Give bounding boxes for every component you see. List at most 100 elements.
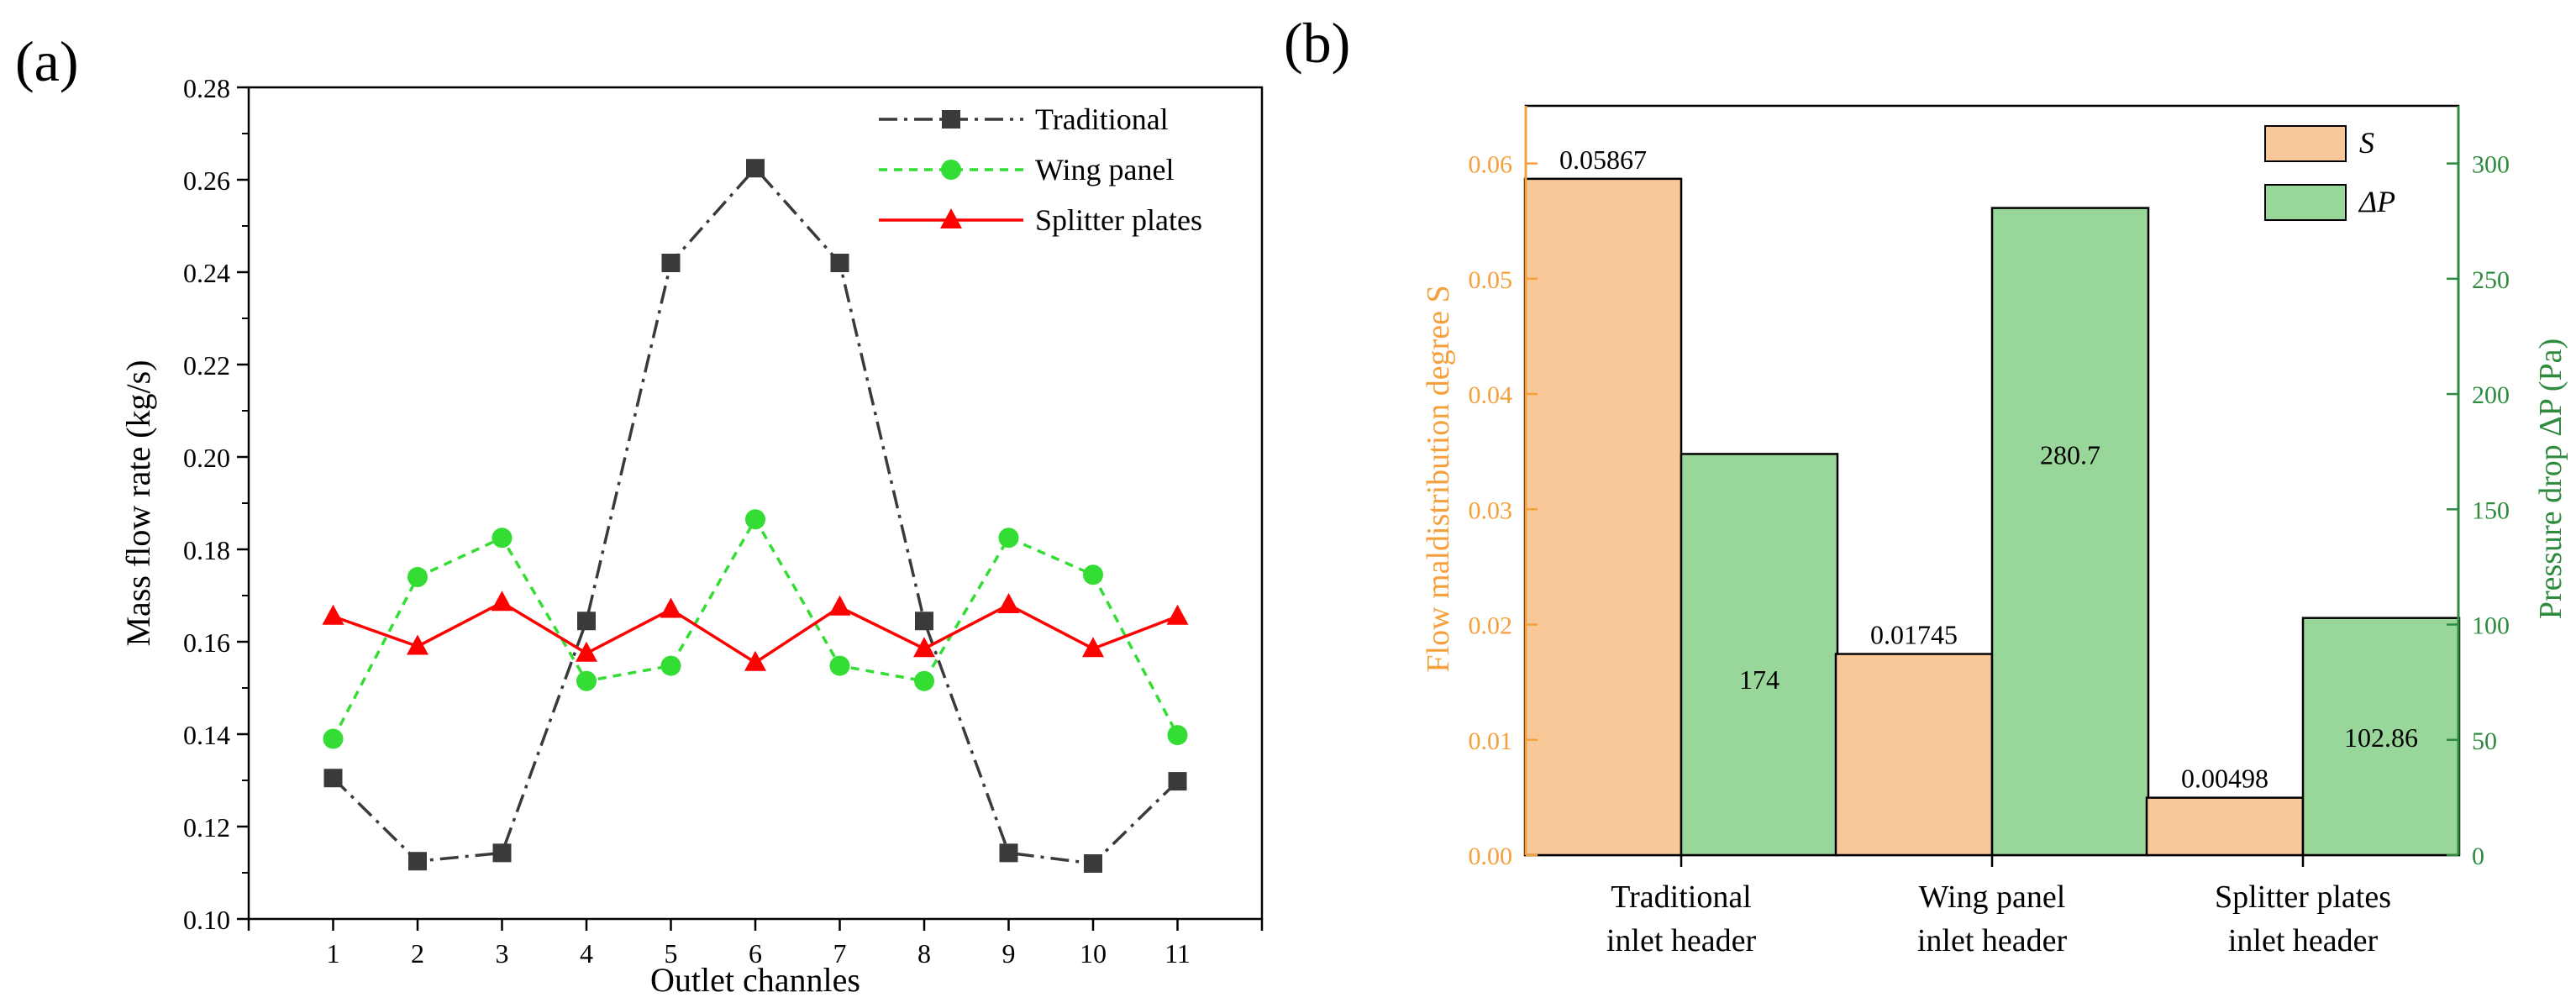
bar-s — [1523, 177, 1683, 857]
y-tick-label-left: 0.04 — [1469, 381, 1513, 409]
x-tick-label-a: 7 — [833, 938, 847, 969]
x-tick-label-a: 10 — [1080, 938, 1107, 969]
x-tick-label-a: 6 — [749, 938, 762, 969]
x-tick-label-a: 9 — [1002, 938, 1016, 969]
bar-dp — [1990, 207, 2150, 857]
marker-triangle — [407, 634, 428, 655]
marker-circle — [914, 670, 934, 691]
bar-label-s: 0.01745 — [1870, 620, 1958, 650]
line-chart-mass-flow: 0.10 0.12 0.14 0.16 0.18 0.20 0.22 0.24 0.26 0.28… — [119, 73, 1264, 999]
marker-circle — [407, 567, 428, 587]
bar-dp — [2301, 617, 2461, 857]
marker-square — [746, 159, 765, 178]
panel-b-label: (b) — [1284, 11, 1350, 75]
y-tick-label-right: 300 — [2472, 151, 2510, 179]
series-wing-panel — [323, 509, 1188, 749]
x-tick-label-a: 5 — [665, 938, 678, 969]
y-tick-label-a: 0.24 — [183, 258, 230, 288]
bar-label-dp: 280.7 — [2040, 439, 2100, 470]
y-axis-label-a: Mass flow rate (kg/s) — [119, 360, 157, 646]
marker-circle — [1167, 725, 1188, 746]
x-tick-label-a: 2 — [411, 938, 424, 969]
marker-square — [492, 843, 512, 863]
y-tick-label-right: 250 — [2472, 266, 2510, 294]
marker-square — [915, 612, 933, 631]
legend-label: Wing panel — [1035, 153, 1175, 186]
marker-triangle — [576, 641, 597, 662]
y-axis-left-b: 0.00 0.01 0.02 0.03 0.04 0.05 0.06 — [1469, 106, 1538, 870]
marker-square — [577, 612, 596, 631]
series-traditional — [323, 159, 1187, 873]
marker-circle — [492, 528, 513, 549]
marker-triangle — [1166, 604, 1189, 625]
marker-triangle — [1082, 637, 1104, 658]
marker-square — [1084, 854, 1102, 873]
marker-square — [830, 254, 849, 272]
y-tick-label-left: 0.05 — [1469, 266, 1513, 294]
y-tick-label-a: 0.22 — [183, 350, 230, 381]
marker-square — [408, 852, 427, 871]
legend-a: Traditional Wing panel Splitter plates — [879, 102, 1202, 237]
marker-square — [661, 254, 681, 272]
x-axis-label-a: Outlet channles — [650, 961, 860, 999]
bar-label-dp: 174 — [1739, 664, 1780, 695]
y-tick-label-right: 150 — [2472, 496, 2510, 524]
y-tick-label-a: 0.20 — [183, 443, 230, 473]
x-tick-label-b: inlet header — [2228, 923, 2379, 958]
series-splitter-plates — [322, 591, 1189, 671]
marker-circle — [829, 655, 850, 676]
x-tick-label-a: 8 — [917, 938, 931, 969]
marker-triangle — [997, 593, 1020, 613]
marker-square — [999, 843, 1018, 863]
y-tick-label-a: 0.10 — [183, 905, 230, 935]
series-group-a — [322, 159, 1189, 873]
y-tick-label-a: 0.26 — [183, 165, 230, 196]
bar-s — [2145, 796, 2305, 857]
marker-triangle — [491, 591, 513, 612]
marker-triangle — [940, 208, 962, 228]
y-tick-label-a: 0.18 — [183, 535, 230, 565]
marker-square — [323, 769, 343, 788]
x-tick-label-b: Wing panel — [1919, 879, 2066, 915]
panel-a-label: (a) — [15, 29, 78, 93]
y-tick-label-a: 0.16 — [183, 627, 230, 658]
x-tick-label-b: inlet header — [1917, 923, 2068, 958]
y-tick-label-left: 0.01 — [1469, 727, 1513, 755]
marker-circle — [941, 160, 961, 180]
x-tick-label-b: inlet header — [1606, 923, 1757, 958]
y-tick-label-left: 0.06 — [1469, 151, 1513, 179]
x-tick-label-a: 3 — [496, 938, 509, 969]
y-tick-label-right: 200 — [2472, 381, 2510, 409]
bar-chart-maldistribution: 0.05867 174 0.01745 280.7 0.00498 102.86 0.00… — [1421, 104, 2568, 958]
bar-label-s: 0.05867 — [1559, 144, 1647, 175]
bar-dp — [1680, 453, 1839, 857]
marker-triangle — [744, 650, 766, 671]
marker-triangle — [828, 595, 851, 616]
y-tick-label-right: 0 — [2472, 843, 2484, 870]
marker-circle — [576, 670, 597, 691]
marker-circle — [998, 528, 1019, 549]
y-tick-label-left: 0.00 — [1469, 843, 1513, 870]
legend-swatch — [2264, 184, 2347, 221]
marker-triangle — [660, 597, 682, 618]
y-tick-label-right: 50 — [2472, 727, 2497, 755]
x-tick-label-b: Traditional — [1611, 879, 1752, 915]
x-tick-label-a: 11 — [1164, 938, 1191, 969]
marker-circle — [745, 509, 765, 530]
y-tick-label-left: 0.02 — [1469, 612, 1513, 640]
bar-label-s: 0.00498 — [2181, 764, 2268, 794]
y-tick-label-right: 100 — [2472, 612, 2510, 640]
x-axis-b: Traditional inlet header Wing panel inlet h… — [1606, 855, 2391, 958]
y-axis-right-label-b: Pressure drop ΔP (Pa) — [2533, 339, 2568, 619]
marker-circle — [660, 655, 681, 676]
y-axis-left-label-b: Flow maldistribution degree S — [1421, 285, 1456, 672]
x-tick-label-b: Splitter plates — [2215, 879, 2391, 915]
y-tick-label-a: 0.14 — [183, 720, 230, 750]
y-tick-label-a: 0.28 — [183, 73, 230, 103]
y-axis-a: 0.10 0.12 0.14 0.16 0.18 0.20 0.22 0.24 0.26 0.28 — [183, 73, 249, 935]
legend-label: Traditional — [1035, 102, 1169, 136]
marker-square — [1168, 772, 1187, 791]
marker-circle — [323, 728, 344, 749]
marker-triangle — [913, 637, 935, 658]
